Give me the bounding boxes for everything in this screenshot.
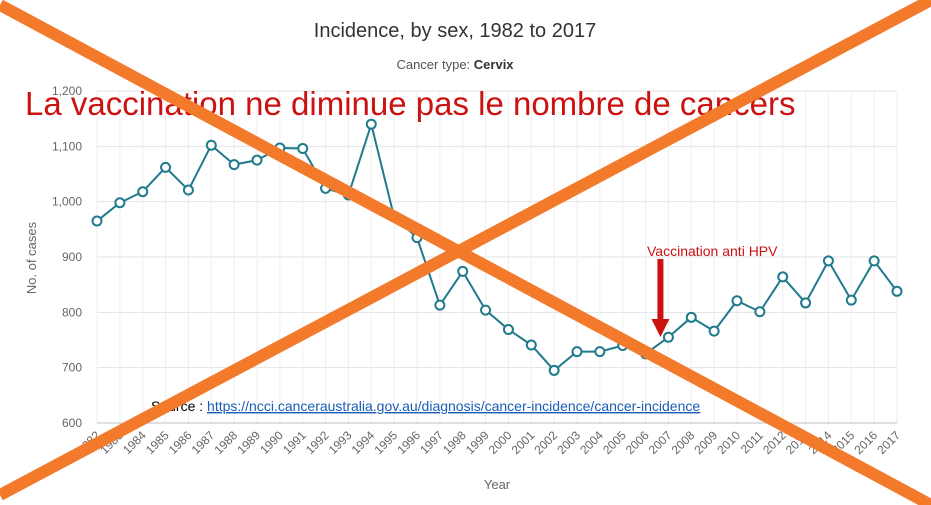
vaccination-annotation: Vaccination anti HPV — [647, 243, 778, 259]
data-point[interactable] — [182, 184, 194, 196]
data-point[interactable] — [777, 271, 789, 283]
arrow-shaft — [657, 259, 664, 321]
data-point[interactable] — [662, 331, 674, 343]
y-axis-label: No. of cases — [24, 221, 39, 294]
x-tick-label: 2008 — [669, 428, 698, 457]
x-tick-label: 1993 — [326, 428, 355, 457]
data-point[interactable] — [548, 364, 560, 376]
y-tick-label: 900 — [62, 250, 82, 264]
subtitle-cancer-type: Cervix — [474, 57, 515, 72]
data-point[interactable] — [251, 154, 263, 166]
chart-subtitle: Cancer type: Cervix — [396, 57, 514, 72]
data-point[interactable] — [434, 299, 446, 311]
data-point[interactable] — [845, 294, 857, 306]
x-tick-label: 2003 — [554, 428, 583, 457]
data-point[interactable] — [457, 265, 469, 277]
x-tick-label: 2010 — [714, 428, 743, 457]
y-tick-label: 1,200 — [52, 84, 82, 98]
data-point[interactable] — [91, 215, 103, 227]
source-link[interactable]: https://ncci.canceraustralia.gov.au/diag… — [207, 398, 700, 414]
x-axis-label: Year — [484, 477, 511, 492]
x-tick-label: 1987 — [189, 428, 218, 457]
series-line-group — [91, 118, 903, 376]
x-tick-label: 2016 — [851, 428, 880, 457]
data-point[interactable] — [754, 306, 766, 318]
x-tick-label: 1997 — [417, 428, 446, 457]
chart-title: Incidence, by sex, 1982 to 2017 — [314, 20, 596, 42]
x-tick-label: 1996 — [394, 428, 423, 457]
x-tick-label: 2000 — [486, 428, 515, 457]
data-point[interactable] — [160, 161, 172, 173]
x-tick-label: 1994 — [349, 428, 378, 457]
x-tick-labels: 1982198319841985198619871988198919901991… — [74, 428, 903, 457]
x-tick-label: 2009 — [691, 428, 720, 457]
data-point[interactable] — [685, 311, 697, 323]
x-tick-label: 2011 — [738, 428, 766, 456]
x-tick-label: 2001 — [509, 428, 538, 457]
data-point[interactable] — [502, 323, 514, 335]
data-point[interactable] — [297, 143, 309, 155]
x-tick-label: 1995 — [371, 428, 400, 457]
subtitle-prefix: Cancer type: — [396, 57, 473, 72]
overlay-headline: La vaccination ne diminue pas le nombre … — [25, 85, 795, 122]
data-point[interactable] — [822, 255, 834, 267]
x-tick-label: 2002 — [531, 428, 560, 457]
x-tick-label: 1990 — [257, 428, 286, 457]
y-tick-labels: 600 700 800 900 1,000 1,100 1,200 — [52, 84, 82, 430]
x-tick-label: 1999 — [463, 428, 492, 457]
x-tick-label: 2017 — [874, 428, 903, 457]
y-tick-label: 700 — [62, 361, 82, 375]
x-tick-label: 1986 — [166, 428, 195, 457]
x-tick-label: 1998 — [440, 428, 469, 457]
data-point[interactable] — [868, 255, 880, 267]
data-point[interactable] — [205, 139, 217, 151]
y-tick-label: 1,000 — [52, 195, 82, 209]
data-point[interactable] — [114, 197, 126, 209]
x-tick-label: 1992 — [303, 428, 332, 457]
data-point[interactable] — [480, 304, 492, 316]
x-tick-label: 2007 — [646, 428, 675, 457]
data-point[interactable] — [137, 186, 149, 198]
y-tick-label: 1,100 — [52, 139, 82, 153]
y-tick-label: 800 — [62, 305, 82, 319]
annotation-arrow-icon — [651, 259, 670, 337]
source-line: Source : https://ncci.canceraustralia.go… — [151, 398, 700, 414]
data-point[interactable] — [365, 118, 377, 130]
x-tick-label: 2006 — [623, 428, 652, 457]
y-tick-label: 600 — [62, 416, 82, 430]
x-tick-label: 1991 — [280, 428, 309, 457]
x-tick-label: 2004 — [577, 428, 606, 457]
data-point[interactable] — [891, 285, 903, 297]
data-point[interactable] — [594, 346, 606, 358]
data-point[interactable] — [731, 295, 743, 307]
data-point[interactable] — [800, 297, 812, 309]
data-point[interactable] — [228, 159, 240, 171]
x-tick-label: 1989 — [234, 428, 263, 457]
arrow-head — [651, 319, 670, 337]
data-point[interactable] — [571, 346, 583, 358]
x-tick-label: 1988 — [211, 428, 240, 457]
x-tick-label: 2005 — [600, 428, 629, 457]
x-tick-label: 1985 — [143, 428, 172, 457]
data-point[interactable] — [525, 339, 537, 351]
data-point[interactable] — [708, 325, 720, 337]
